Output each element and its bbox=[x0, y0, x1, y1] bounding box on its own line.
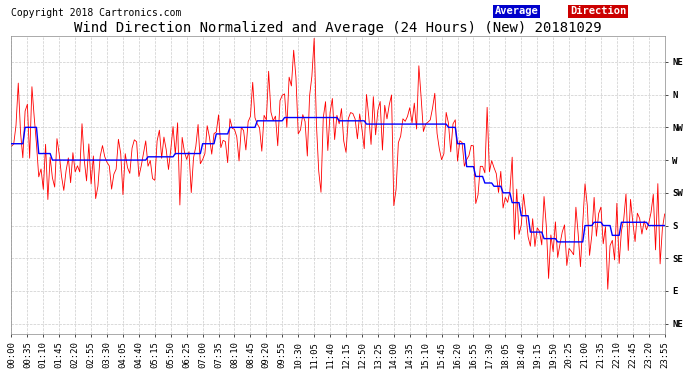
Title: Wind Direction Normalized and Average (24 Hours) (New) 20181029: Wind Direction Normalized and Average (2… bbox=[75, 21, 602, 34]
Text: Average: Average bbox=[495, 6, 539, 16]
Text: Copyright 2018 Cartronics.com: Copyright 2018 Cartronics.com bbox=[12, 8, 182, 18]
Text: Direction: Direction bbox=[570, 6, 627, 16]
